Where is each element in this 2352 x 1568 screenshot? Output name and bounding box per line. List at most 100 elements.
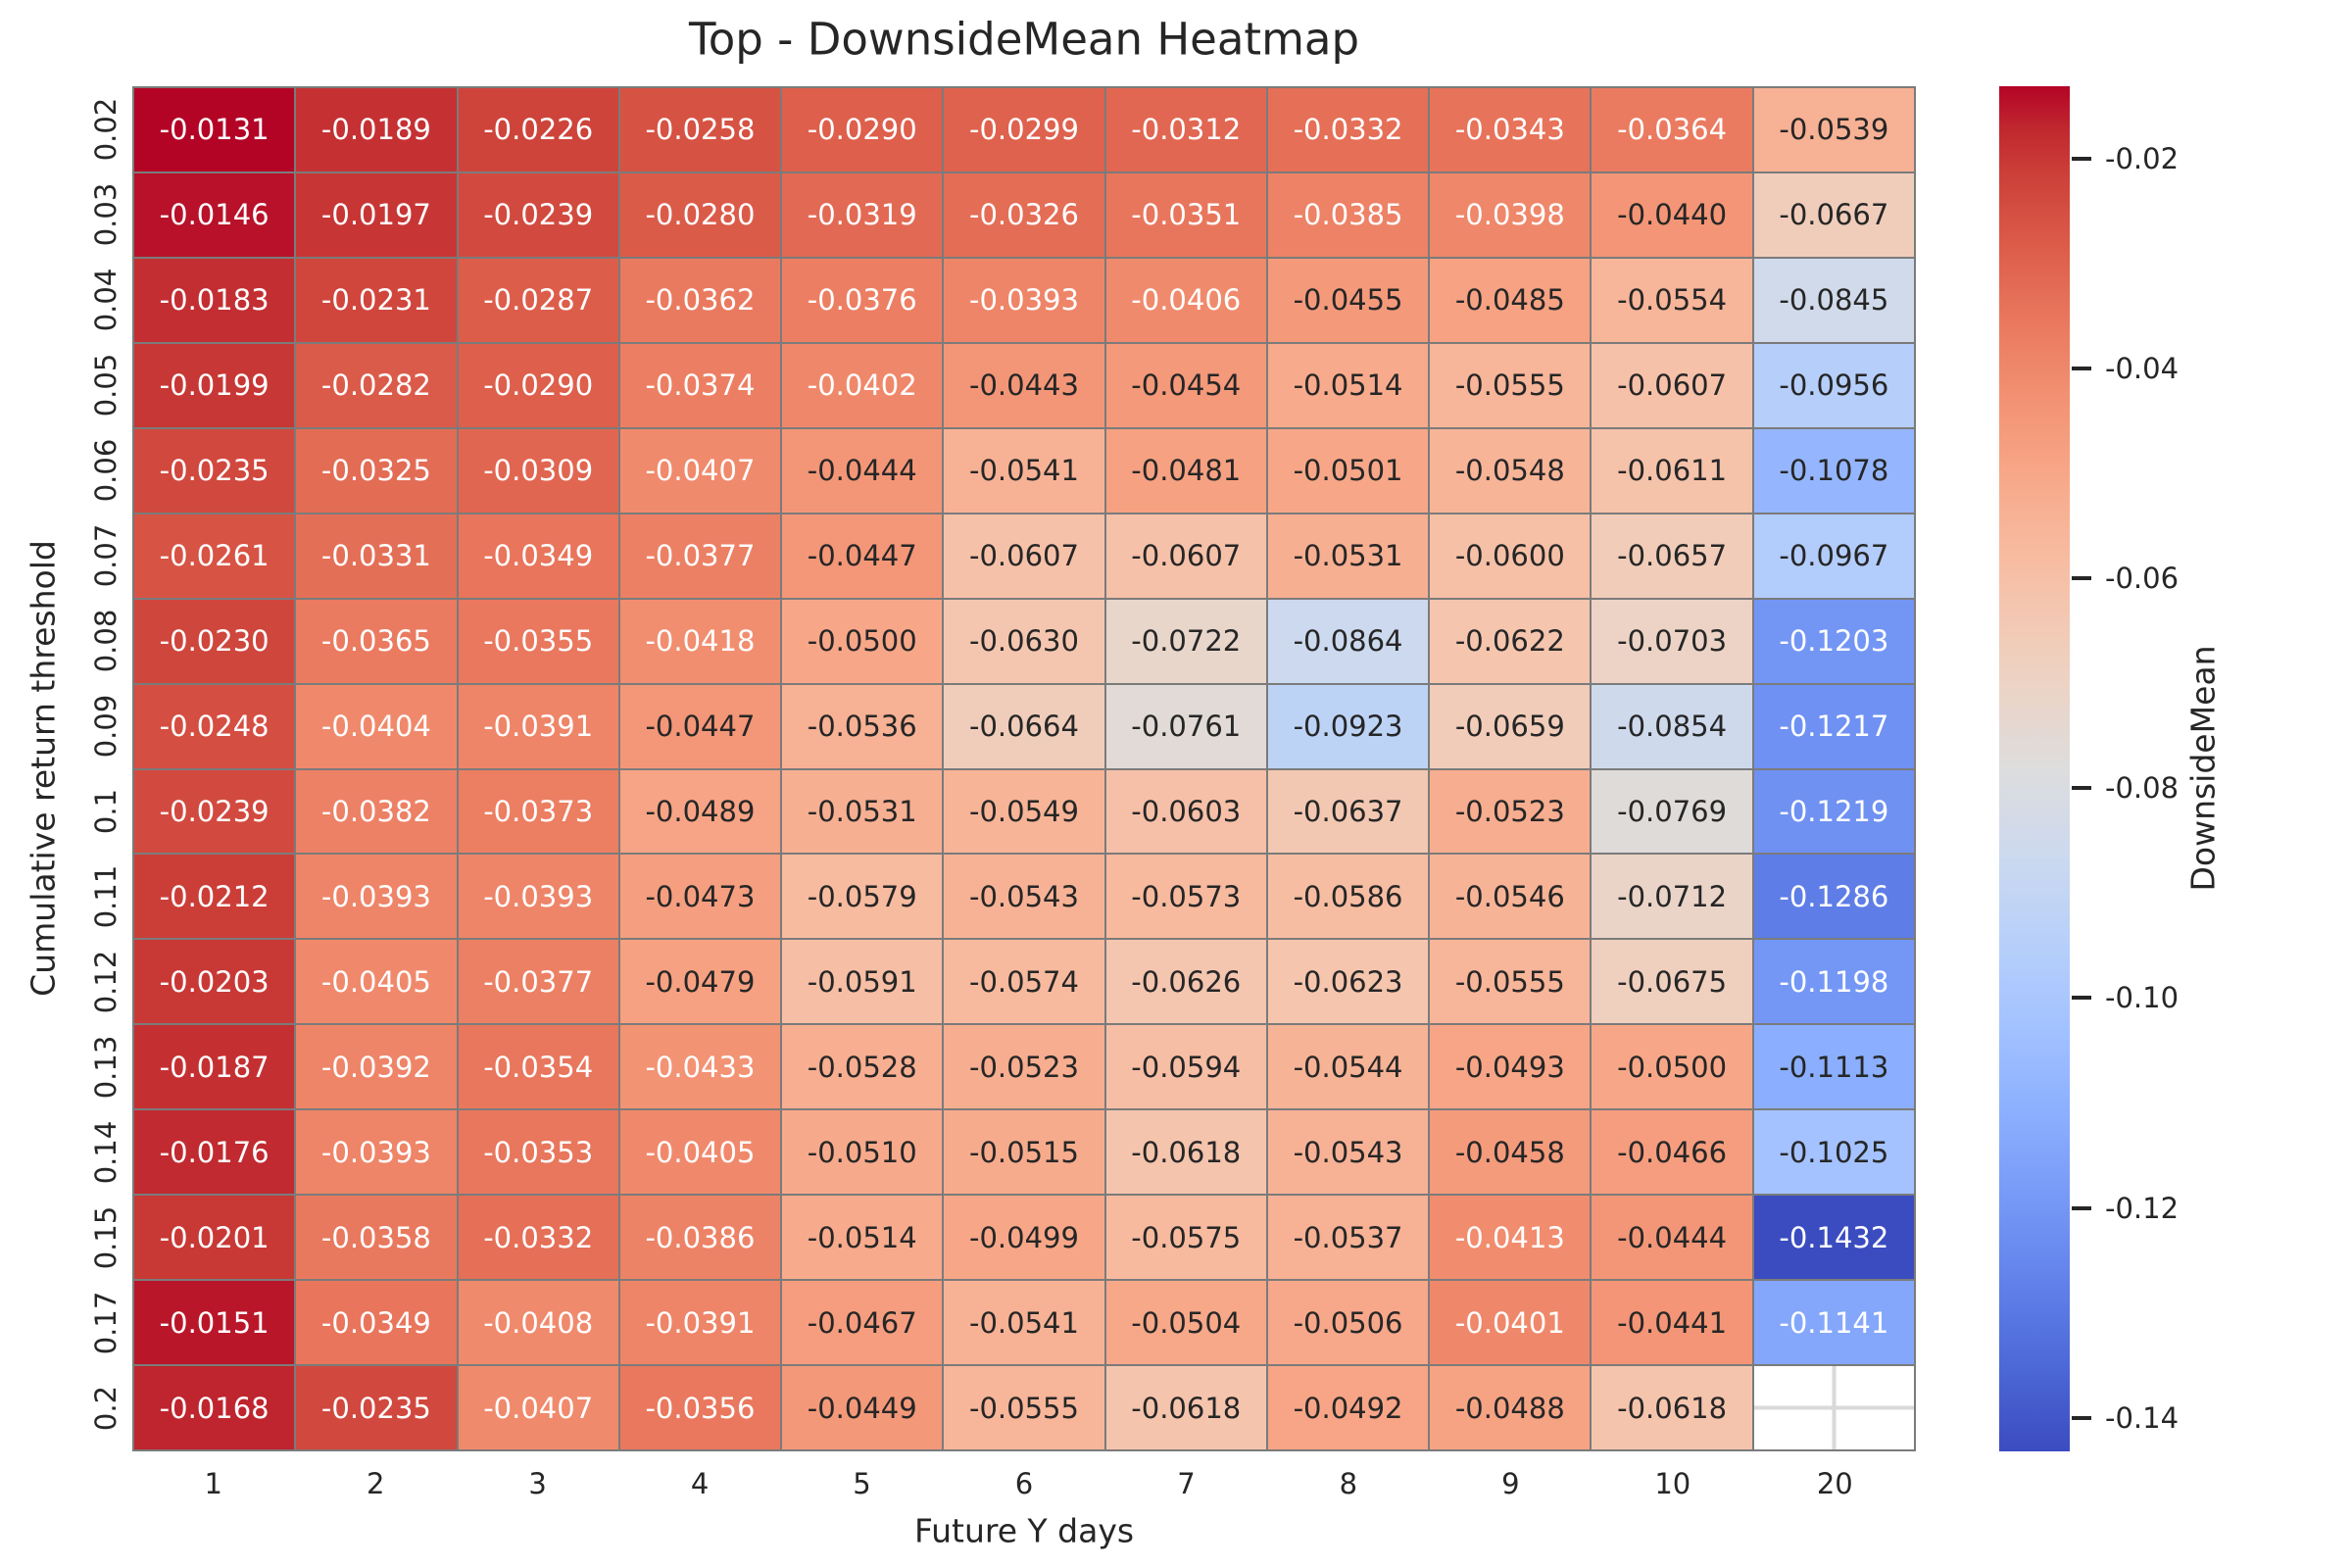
heatmap-cell: -0.0458 [1430,1110,1591,1195]
heatmap-cell: -0.0398 [1430,172,1591,257]
heatmap-cell: -0.0391 [619,1281,781,1365]
heatmap-cell: -0.0405 [619,1110,781,1195]
y-tick-label: 0.04 [89,268,122,331]
heatmap-cell: -0.1203 [1753,599,1914,683]
heatmap-cell: -0.1141 [1753,1281,1914,1365]
colorbar-tick-mark [2072,156,2091,161]
heatmap-cell: -0.0575 [1105,1196,1266,1280]
heatmap-cell: -0.0377 [619,514,781,598]
heatmap-cell: -0.0444 [1592,1196,1752,1280]
heatmap-cell: -0.0506 [1267,1281,1429,1365]
y-axis-label: Cumulative return threshold [24,540,63,997]
heatmap-cell: -0.0433 [619,1025,781,1109]
heatmap-cell: -0.0528 [782,1025,943,1109]
heatmap-cell: -0.0239 [458,172,618,257]
y-tick-label: 0.06 [89,438,122,503]
heatmap-cell: -0.0326 [944,172,1104,257]
heatmap-cell: -0.0488 [1430,1366,1591,1449]
heatmap-cell: -0.0489 [619,769,781,854]
y-tick-label: 0.08 [89,609,122,673]
heatmap-cell: -0.0447 [782,514,943,598]
heatmap-cell: -0.0282 [296,343,457,427]
colorbar-label: DownsideMean [2183,645,2223,892]
heatmap-cell: -0.0358 [296,1196,457,1280]
heatmap-cell: -0.0312 [1105,88,1266,172]
heatmap-cell: -0.0467 [782,1281,943,1365]
heatmap-cell: -0.0299 [944,88,1104,172]
x-tick-label: 8 [1339,1467,1358,1500]
y-tick-label: 0.17 [89,1292,122,1355]
colorbar-tick-label: -0.08 [2105,771,2180,806]
heatmap-cell: -0.0618 [1105,1110,1266,1195]
heatmap-cell: -0.0622 [1430,599,1591,683]
heatmap-cell: -0.1198 [1753,940,1914,1024]
heatmap-cell: -0.0492 [1267,1366,1429,1449]
heatmap-cell: -0.0374 [619,343,781,427]
heatmap-cell: -0.0444 [782,428,943,513]
y-tick-label: 0.15 [89,1206,122,1270]
heatmap-cell: -0.0365 [296,599,457,683]
heatmap-cell: -0.0630 [944,599,1104,683]
heatmap-cell: -0.0187 [134,1025,295,1109]
heatmap-grid: -0.0131 -0.0189 -0.0226 -0.0258 -0.0290 -0.02… [132,86,1916,1451]
heatmap-cell: -0.0514 [1267,343,1429,427]
heatmap-cell: -0.0362 [619,258,781,342]
heatmap-cell: -0.0473 [619,855,781,939]
heatmap-cell: -0.0258 [619,88,781,172]
heatmap-cell: -0.0574 [944,940,1104,1024]
heatmap-cell: -0.0523 [944,1025,1104,1109]
heatmap-cell: -0.1078 [1753,428,1914,513]
heatmap-cell: -0.0956 [1753,343,1914,427]
heatmap-cell: -0.0418 [619,599,781,683]
y-tick-label: 0.1 [89,788,122,835]
heatmap-cell: -0.0618 [1592,1366,1752,1449]
heatmap-cell: -0.0500 [782,599,943,683]
heatmap-cell: -0.0573 [1105,855,1266,939]
heatmap-cell: -0.0531 [1267,514,1429,598]
heatmap-cell: -0.0332 [1267,88,1429,172]
heatmap-cell: -0.0226 [458,88,618,172]
heatmap-cell: -0.0586 [1267,855,1429,939]
heatmap-cell: -0.0466 [1592,1110,1752,1195]
heatmap-cell: -0.0385 [1267,172,1429,257]
heatmap-cell: -0.0325 [296,428,457,513]
heatmap-cell: -0.0349 [296,1281,457,1365]
heatmap-cell: -0.0769 [1592,769,1752,854]
heatmap-cell: -0.0667 [1753,172,1914,257]
heatmap-cell: -0.0393 [296,855,457,939]
heatmap-cell: -0.0523 [1430,769,1591,854]
heatmap-cell: -0.0447 [619,684,781,768]
heatmap-cell: -0.0197 [296,172,457,257]
heatmap-cell: -0.0664 [944,684,1104,768]
heatmap-cell: -0.0531 [782,769,943,854]
x-tick-label: 4 [690,1467,710,1500]
heatmap-cell: -0.0183 [134,258,295,342]
heatmap-cell: -0.0441 [1592,1281,1752,1365]
heatmap-cell: -0.0413 [1430,1196,1591,1280]
heatmap-cell: -0.0555 [1430,343,1591,427]
colorbar-tick-label: -0.14 [2105,1400,2180,1435]
y-tick-label: 0.2 [89,1386,122,1432]
heatmap-cell: -0.0623 [1267,940,1429,1024]
heatmap-cell: -0.0500 [1592,1025,1752,1109]
heatmap-cell: -0.0845 [1753,258,1914,342]
heatmap-cell: -0.0536 [782,684,943,768]
heatmap-cell: -0.0607 [944,514,1104,598]
heatmap-cell: -0.0407 [619,428,781,513]
heatmap-cell: -0.0481 [1105,428,1266,513]
heatmap-cell: -0.0364 [1592,88,1752,172]
heatmap-cell: -0.0146 [134,172,295,257]
heatmap-cell: -0.0675 [1592,940,1752,1024]
colorbar-gradient [1999,86,2070,1451]
heatmap-cell: -0.1286 [1753,855,1914,939]
heatmap-cell: -0.0923 [1267,684,1429,768]
heatmap-cell: -0.0353 [458,1110,618,1195]
y-tick-label: 0.09 [89,694,122,759]
colorbar-tick-label: -0.02 [2105,141,2180,175]
heatmap-cell: -0.0515 [944,1110,1104,1195]
heatmap-cell: -0.0443 [944,343,1104,427]
heatmap-cell: -0.0499 [944,1196,1104,1280]
heatmap-cell: -0.0407 [458,1366,618,1449]
x-tick-label: 9 [1501,1467,1520,1500]
heatmap-cell: -0.0548 [1430,428,1591,513]
